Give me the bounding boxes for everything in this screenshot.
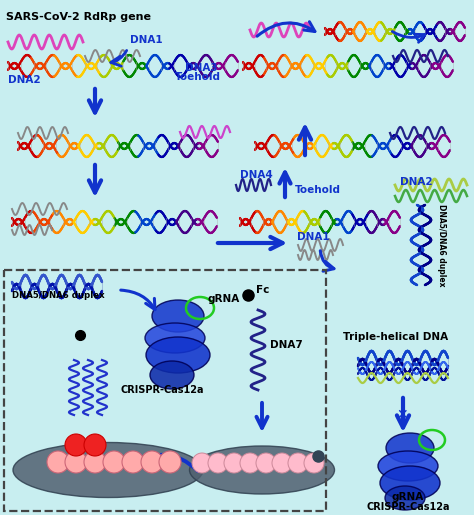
Circle shape (256, 453, 276, 473)
Circle shape (103, 451, 125, 473)
Text: Triple-helical DNA: Triple-helical DNA (344, 332, 448, 342)
Text: DNA2: DNA2 (400, 177, 433, 187)
Text: DNA1: DNA1 (297, 232, 329, 242)
Ellipse shape (190, 446, 335, 494)
Ellipse shape (145, 323, 205, 353)
Text: DNA4: DNA4 (240, 170, 273, 180)
Circle shape (84, 451, 106, 473)
Ellipse shape (152, 300, 204, 332)
Circle shape (65, 451, 87, 473)
Circle shape (208, 453, 228, 473)
Text: CRISPR-Cas12a: CRISPR-Cas12a (120, 385, 204, 395)
Text: DNA7: DNA7 (270, 340, 303, 350)
Circle shape (65, 434, 87, 456)
Text: DNA5/DNA6 duplex: DNA5/DNA6 duplex (437, 204, 446, 286)
Text: Toehold: Toehold (295, 185, 341, 195)
Circle shape (141, 451, 163, 473)
Text: DNA3: DNA3 (185, 63, 218, 73)
Text: Fc: Fc (256, 285, 269, 295)
Circle shape (240, 453, 260, 473)
Text: SARS-CoV-2 RdRp gene: SARS-CoV-2 RdRp gene (6, 12, 151, 22)
Ellipse shape (146, 337, 210, 373)
Circle shape (159, 451, 181, 473)
Text: ✕: ✕ (396, 408, 408, 422)
Text: gRNA: gRNA (208, 294, 240, 304)
Circle shape (47, 451, 69, 473)
Ellipse shape (13, 442, 203, 497)
Text: gRNA: gRNA (392, 492, 424, 502)
Circle shape (224, 453, 244, 473)
Ellipse shape (386, 433, 434, 463)
Ellipse shape (385, 486, 425, 510)
Circle shape (84, 434, 106, 456)
Text: DNA5/DNA6 duplex: DNA5/DNA6 duplex (12, 291, 105, 300)
Circle shape (304, 453, 324, 473)
Circle shape (122, 451, 144, 473)
Circle shape (192, 453, 212, 473)
Circle shape (272, 453, 292, 473)
Ellipse shape (378, 451, 438, 481)
Ellipse shape (380, 466, 440, 500)
Text: Toehold: Toehold (175, 72, 221, 82)
Text: DNA2: DNA2 (8, 75, 41, 85)
Text: CRISPR-Cas12a: CRISPR-Cas12a (366, 502, 450, 512)
Circle shape (288, 453, 308, 473)
Text: DNA1: DNA1 (130, 35, 163, 45)
Ellipse shape (150, 361, 194, 389)
